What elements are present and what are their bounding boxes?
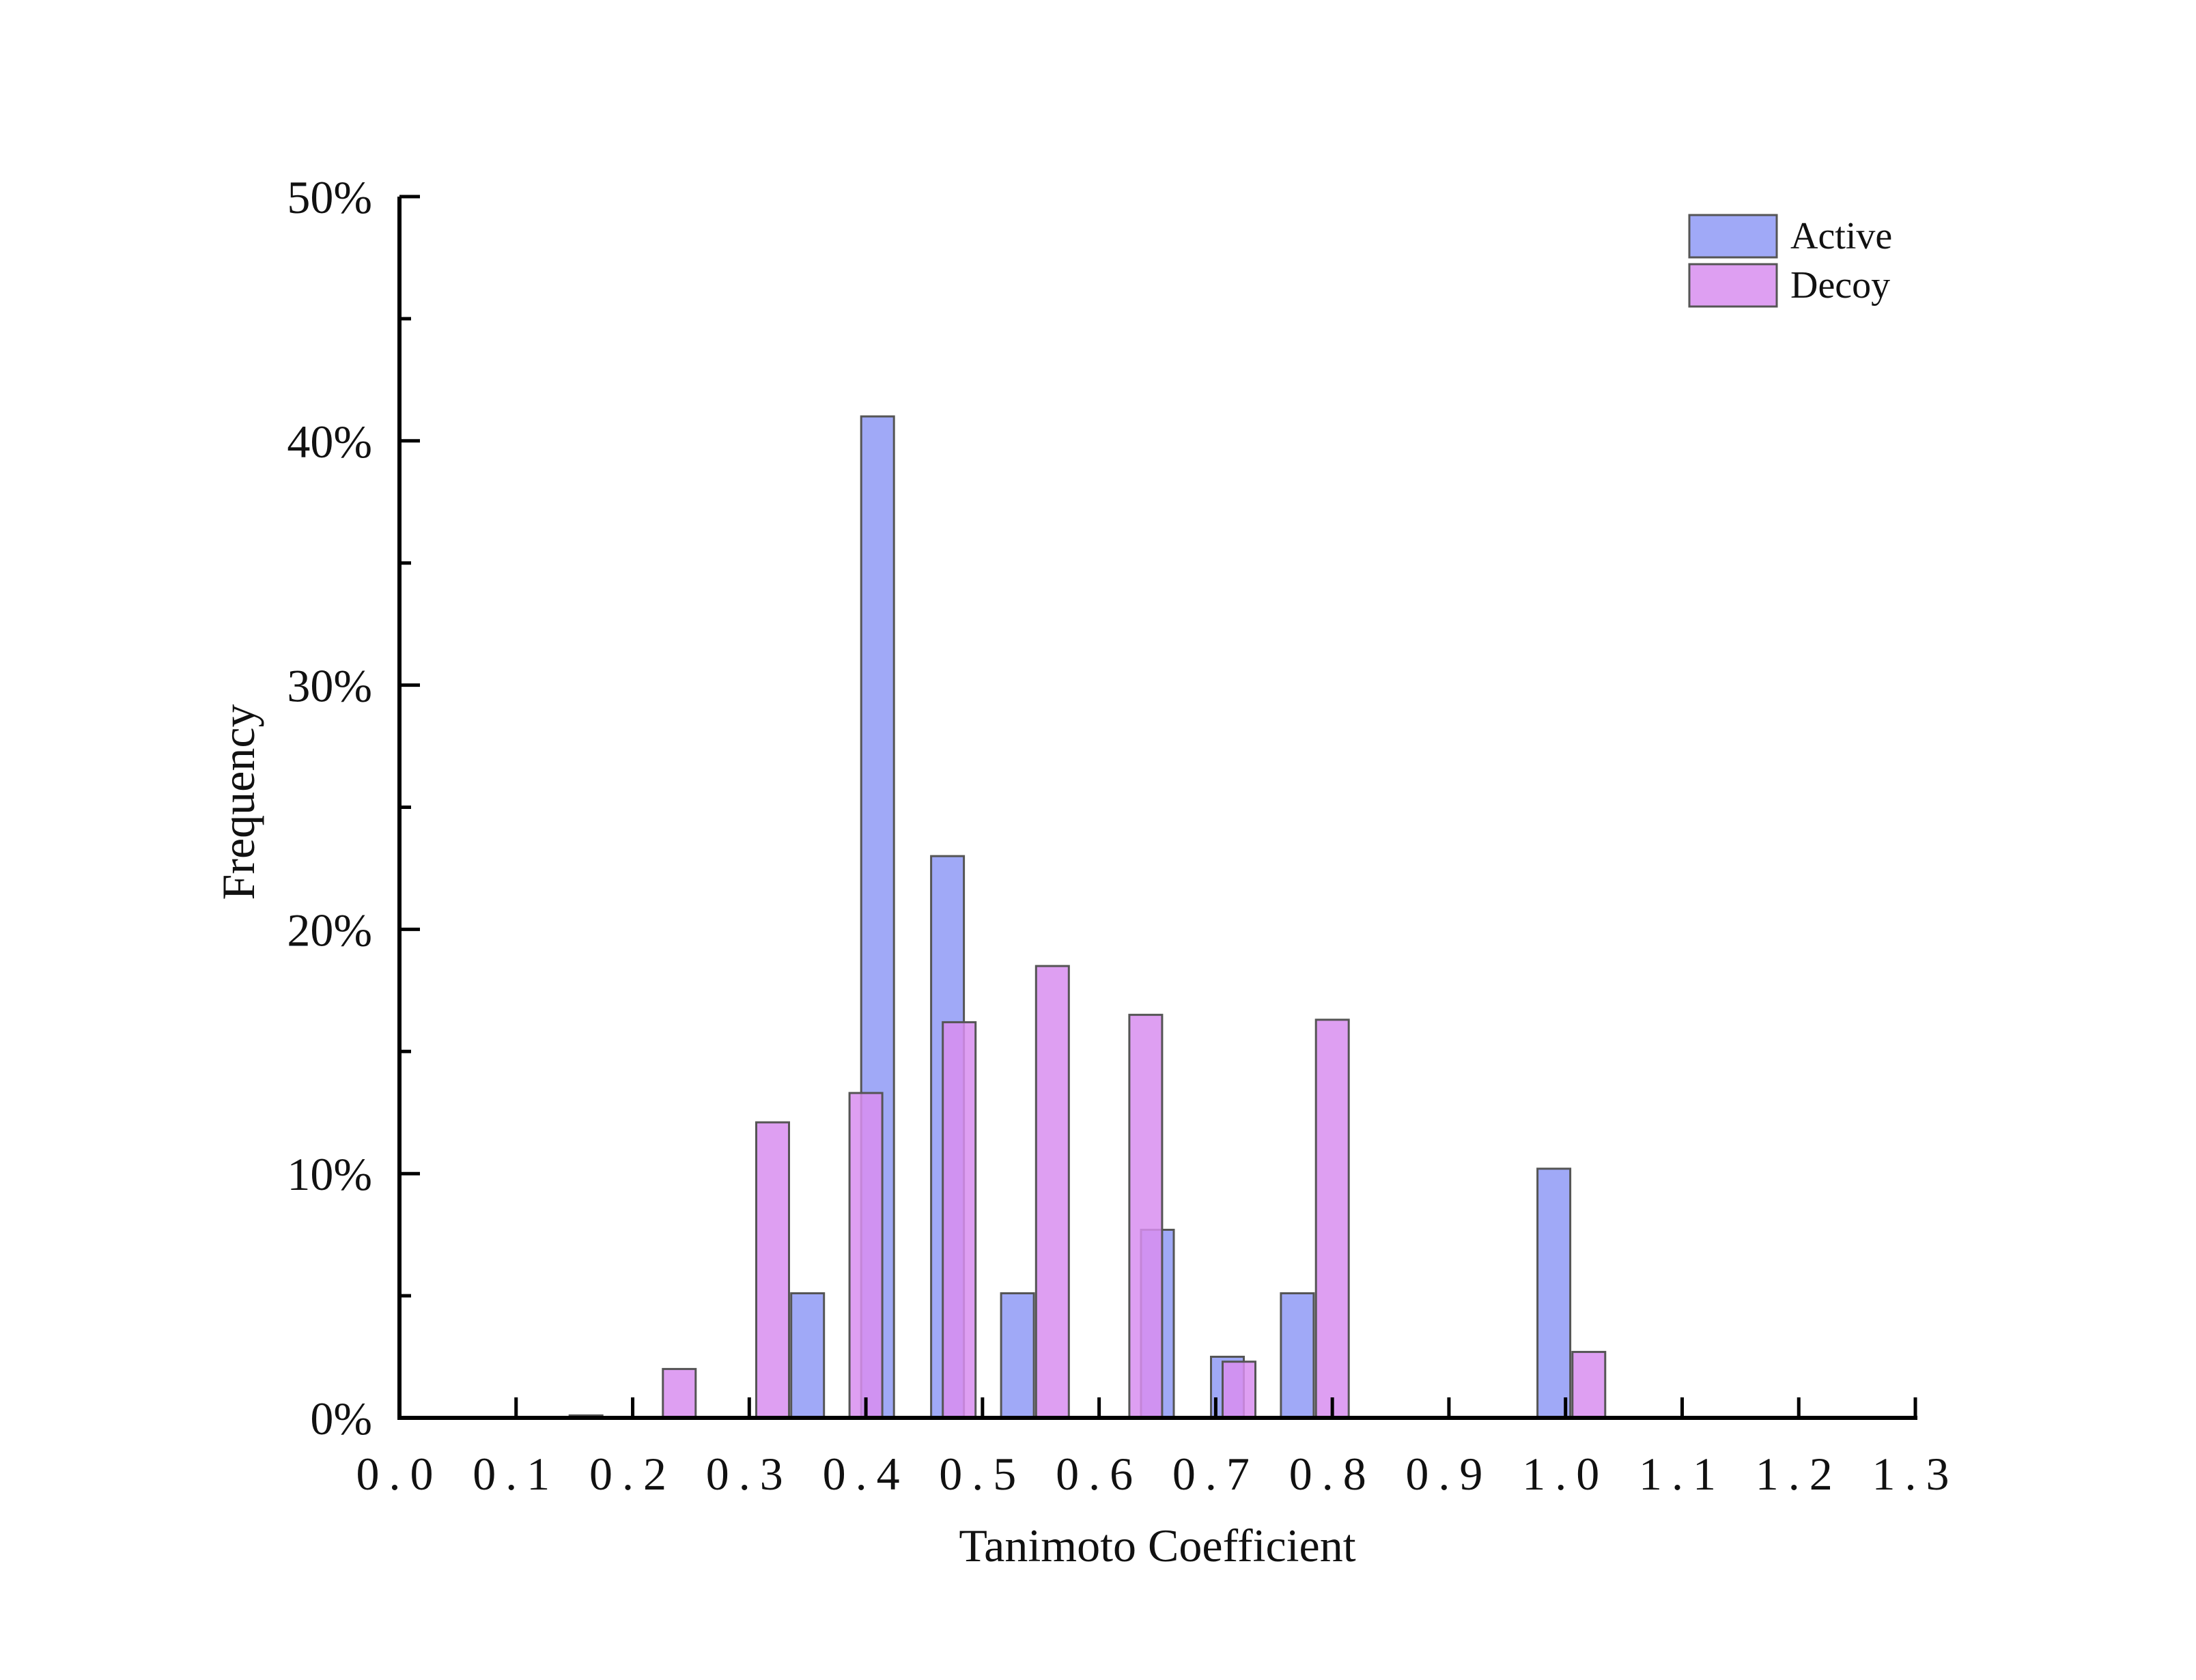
y-axis-title: Frequency — [212, 704, 264, 900]
y-tick-label-4: 40% — [287, 416, 372, 468]
y-tick-label-5: 50% — [287, 171, 372, 223]
x-tick-label-4: 0.4 — [823, 1448, 910, 1500]
bar-decoy-2 — [755, 1121, 790, 1419]
x-tick-label-9: 0.9 — [1405, 1448, 1492, 1500]
bar-decoy-5 — [1034, 965, 1070, 1419]
bar-active-6 — [1280, 1292, 1315, 1419]
x-tick-label-0: 0.0 — [356, 1448, 443, 1500]
y-tick-label-2: 20% — [287, 904, 372, 956]
x-tick-label-6: 0.6 — [1056, 1448, 1142, 1500]
x-tick-label-7: 0.7 — [1172, 1448, 1259, 1500]
ticks-layer: 0.0 0.1 0.2 0.3 0.4 0.5 0.6 0.7 0.8 0.9 1.0 1.1 1.2 1… — [287, 171, 1959, 1500]
legend-swatch-active — [1688, 214, 1778, 259]
bar-decoy-4 — [942, 1021, 977, 1419]
x-tick-label-2: 0.2 — [589, 1448, 676, 1500]
legend-label-active: Active — [1790, 215, 1892, 257]
bar-active-7 — [1536, 1167, 1572, 1419]
x-tick-label-3: 0.3 — [706, 1448, 793, 1500]
legend-swatch-decoy — [1688, 263, 1778, 308]
x-axis-title: Tanimoto Coefficient — [959, 1520, 1355, 1571]
bars-layer — [568, 415, 1607, 1419]
legend-label-decoy: Decoy — [1790, 264, 1890, 307]
bar-active-3 — [1000, 1292, 1035, 1419]
bar-decoy-9 — [1571, 1350, 1607, 1419]
bar-decoy-1 — [662, 1367, 697, 1419]
x-tick-label-8: 0.8 — [1289, 1448, 1376, 1500]
y-tick-label-3: 30% — [287, 660, 372, 712]
bar-decoy-6 — [1128, 1014, 1164, 1419]
bar-decoy-7 — [1222, 1361, 1256, 1419]
x-tick-label-5: 0.5 — [939, 1448, 1026, 1500]
x-tick-label-1: 0.1 — [473, 1448, 559, 1500]
y-tick-label-0: 0% — [310, 1393, 372, 1444]
x-tick-label-13: 1.3 — [1872, 1448, 1959, 1500]
x-tick-label-10: 1.0 — [1522, 1448, 1609, 1500]
legend: Active Decoy — [1688, 214, 1892, 308]
bar-active-0 — [790, 1292, 826, 1419]
bar-decoy-8 — [1314, 1019, 1350, 1419]
bar-decoy-3 — [848, 1092, 884, 1419]
x-tick-label-12: 1.2 — [1756, 1448, 1842, 1500]
x-tick-label-11: 1.1 — [1639, 1448, 1726, 1500]
y-tick-label-1: 10% — [287, 1148, 372, 1200]
